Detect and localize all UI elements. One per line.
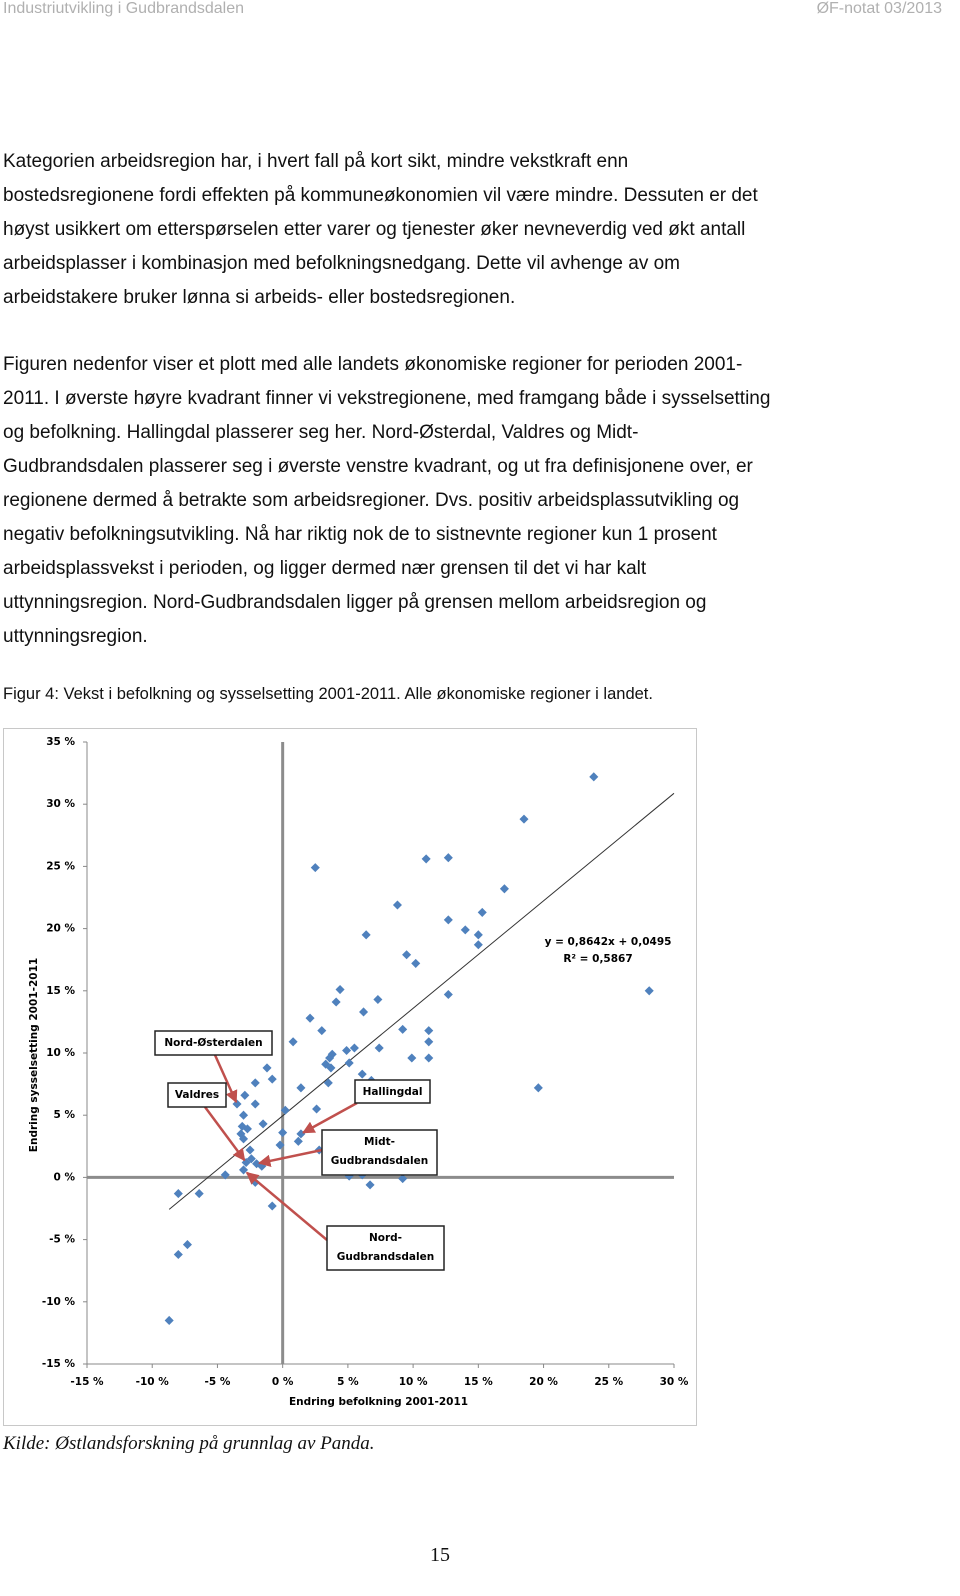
x-tick-label: 5 %: [337, 1376, 359, 1388]
header-left: Industriutvikling i Gudbrandsdalen: [3, 0, 245, 17]
point: [344, 1058, 354, 1068]
figure-caption: Figur 4: Vekst i befolkning og sysselset…: [3, 685, 653, 703]
point: [589, 772, 599, 782]
point: [280, 1105, 290, 1115]
x-tick-label: 10 %: [399, 1376, 428, 1388]
chart-frame: [3, 728, 697, 1426]
x-axis-title: Endring befolkning 2001-2011: [289, 1396, 468, 1408]
text-line: høyst usikkert om etterspørselen etter v…: [3, 219, 746, 240]
y-axis-title: Endring sysselsetting 2001-2011: [28, 958, 40, 1152]
y-tick-label: 15 %: [46, 985, 75, 997]
text-line: regionene dermed å betrakte som arbeidsr…: [3, 490, 740, 511]
x-tick-label: 20 %: [529, 1376, 558, 1388]
point: [473, 940, 483, 950]
annotation-label: Nord-: [369, 1232, 402, 1244]
point: [359, 1007, 369, 1017]
annotation-arrow: [302, 1101, 358, 1134]
x-tick-label: -5 %: [205, 1376, 231, 1388]
trend-r2: R² = 0,5867: [563, 953, 632, 965]
annotation-arrow: [245, 1171, 328, 1241]
annotation-box: [154, 1030, 273, 1056]
paragraph: Kategorien arbeidsregion har, i hvert fa…: [3, 145, 758, 315]
text-line: arbeidstakere bruker lønna si arbeids- e…: [3, 287, 516, 308]
y-tick-label: -15 %: [42, 1358, 76, 1370]
point: [293, 1136, 303, 1146]
paragraph: Figuren nedenfor viser et plott med alle…: [3, 348, 770, 654]
text-line: og befolkning. Hallingdal plasserer seg …: [3, 422, 639, 443]
annotation-box: [167, 1082, 227, 1108]
annotation-label: Valdres: [175, 1089, 219, 1101]
y-tick-label: 10 %: [46, 1047, 75, 1059]
x-tick-label: -15 %: [70, 1376, 104, 1388]
text-line: Figuren nedenfor viser et plott med alle…: [3, 354, 743, 375]
y-tick-label: 20 %: [46, 923, 75, 935]
x-tick-label: 30 %: [660, 1376, 689, 1388]
source: Kilde: Østlandsforskning på grunnlag av …: [3, 1433, 375, 1454]
trendline: [168, 792, 675, 1210]
point: [421, 854, 431, 864]
point: [392, 900, 402, 910]
annotation-label: Hallingdal: [363, 1086, 423, 1098]
page-number: 15: [430, 1544, 450, 1566]
annotation-box: [326, 1225, 445, 1271]
x-tick-label: 15 %: [464, 1376, 493, 1388]
point: [262, 1063, 272, 1073]
y-tick-label: 5 %: [54, 1109, 76, 1121]
y-tick-label: 35 %: [46, 736, 75, 748]
point: [644, 986, 654, 996]
annotation-box: [354, 1079, 431, 1104]
y-tick-label: 25 %: [46, 860, 75, 872]
point: [310, 863, 320, 873]
point: [326, 1063, 336, 1073]
header-right: ØF-notat 03/2013: [816, 0, 942, 17]
annotation-arrow: [203, 1106, 246, 1162]
text-line: uttynningsregion.: [3, 626, 148, 647]
text-line: negativ befolkningsutvikling. Nå har rik…: [3, 524, 717, 545]
x-tick-label: 0 %: [272, 1376, 294, 1388]
text-line: Kategorien arbeidsregion har, i hvert fa…: [3, 151, 629, 172]
annotation-label: Gudbrandsdalen: [331, 1155, 428, 1167]
chart: -15 % -10 % -5 % 0 % 5 % 10 % 15 % 20 % 25 % 30 %…: [3, 728, 697, 1426]
x-tick-label: -10 %: [136, 1376, 170, 1388]
text-line: bostedsregionene fordi effekten på kommu…: [3, 185, 758, 206]
annotation-arrow: [213, 1054, 238, 1104]
point: [443, 915, 453, 925]
text-line: Gudbrandsdalen plasserer seg i øverste v…: [3, 456, 753, 477]
text-line: 2011. I øverste høyre kvadrant finner vi…: [3, 388, 771, 409]
annotation-label: Midt-: [364, 1136, 395, 1148]
text-line: arbeidsplasser i kombinasjon med befolkn…: [3, 253, 681, 274]
text-line: uttynningsregion. Nord-Gudbrandsdalen li…: [3, 592, 707, 613]
annotation-label: Nord-Østerdalen: [164, 1037, 262, 1049]
y-tick-label: 0 %: [54, 1171, 76, 1183]
point: [499, 884, 509, 894]
point: [443, 853, 453, 863]
y-tick-label: 30 %: [46, 798, 75, 810]
annotation-box: [321, 1129, 438, 1176]
text-line: arbeidsplassvekst i perioden, og ligger …: [3, 558, 647, 579]
annotation-arrow: [257, 1148, 323, 1167]
x-tick-label: 25 %: [594, 1376, 623, 1388]
y-tick-label: -5 %: [49, 1234, 75, 1246]
trend-equation: y = 0,8642x + 0,0495: [545, 936, 672, 948]
annotation-label: Gudbrandsdalen: [337, 1251, 434, 1263]
y-tick-label: -10 %: [42, 1296, 76, 1308]
point: [220, 1170, 230, 1180]
